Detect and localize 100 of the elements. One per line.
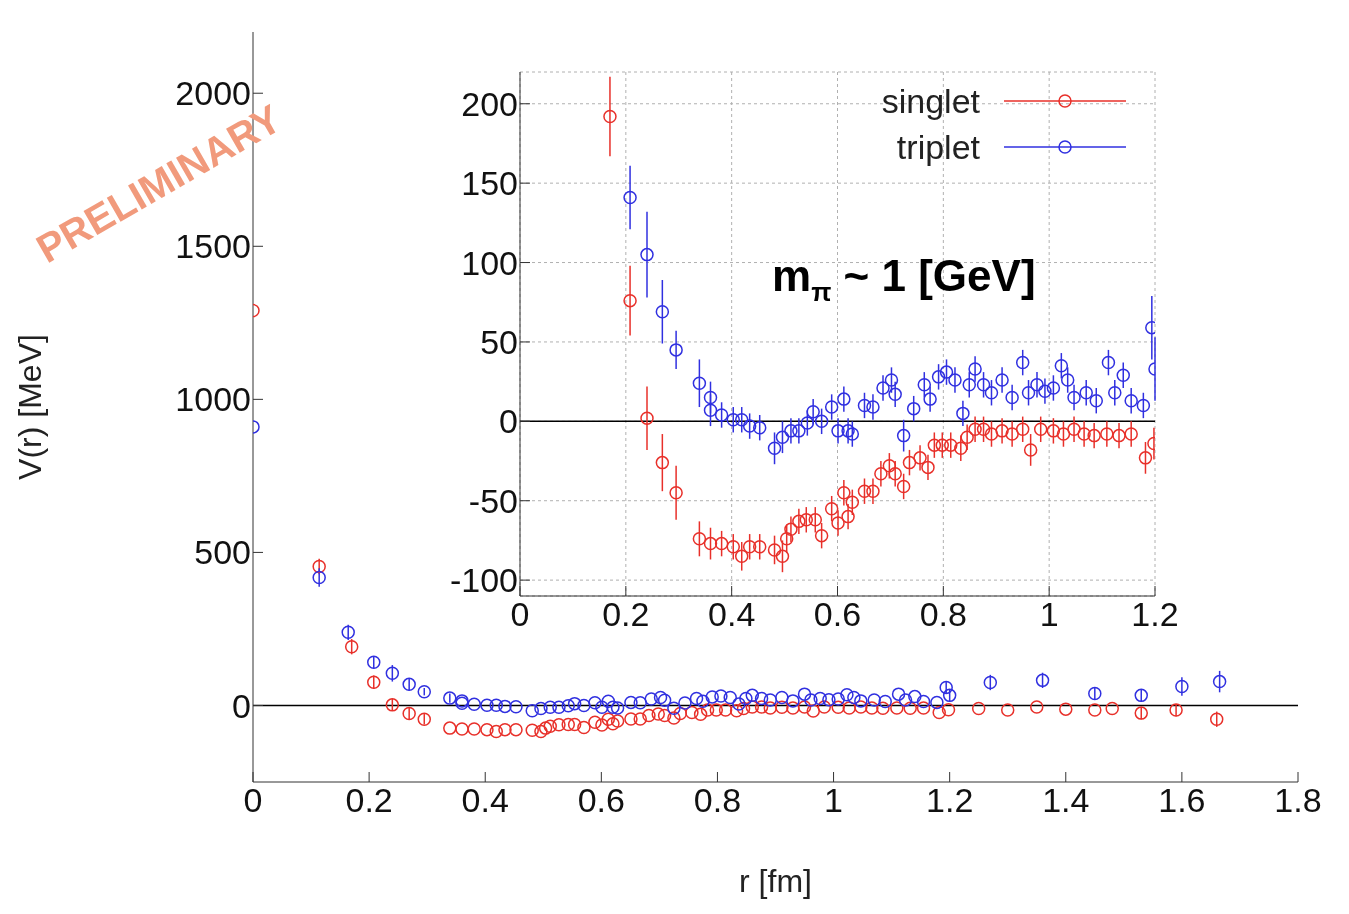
point bbox=[874, 466, 888, 481]
point bbox=[1046, 381, 1061, 395]
point bbox=[906, 401, 921, 416]
point bbox=[1124, 427, 1138, 441]
point bbox=[775, 430, 790, 444]
point bbox=[984, 427, 999, 441]
point bbox=[714, 408, 729, 422]
y-tick-label: 100 bbox=[461, 243, 518, 282]
point bbox=[1116, 368, 1130, 383]
point bbox=[1087, 428, 1101, 443]
point bbox=[968, 362, 982, 376]
y-tick-label: -100 bbox=[449, 561, 518, 600]
y-tick-label: 0 bbox=[232, 686, 251, 725]
point bbox=[1067, 390, 1081, 405]
point bbox=[703, 536, 718, 551]
point bbox=[767, 543, 782, 557]
point bbox=[742, 540, 757, 554]
point bbox=[896, 428, 911, 443]
x-tick-label: 0.8 bbox=[693, 781, 742, 820]
point bbox=[767, 441, 782, 456]
point bbox=[995, 373, 1009, 387]
x-tick-label: 1.4 bbox=[1042, 781, 1090, 820]
point bbox=[976, 378, 991, 392]
point bbox=[913, 451, 927, 465]
point bbox=[943, 438, 958, 452]
point bbox=[1046, 424, 1061, 438]
point bbox=[808, 513, 823, 527]
point bbox=[1005, 390, 1019, 405]
point bbox=[1079, 386, 1093, 400]
point bbox=[927, 438, 942, 452]
point bbox=[703, 390, 718, 405]
point bbox=[779, 532, 794, 546]
point bbox=[884, 373, 899, 387]
point bbox=[954, 441, 968, 456]
point bbox=[939, 365, 954, 379]
point bbox=[896, 479, 911, 494]
y-tick-label: 200 bbox=[461, 84, 518, 123]
point bbox=[784, 522, 798, 537]
point bbox=[1138, 451, 1153, 465]
point bbox=[726, 540, 740, 554]
point bbox=[1038, 384, 1052, 398]
x-tick-label: 1.2 bbox=[926, 781, 974, 820]
point bbox=[1023, 443, 1038, 457]
point bbox=[888, 387, 902, 402]
point bbox=[734, 413, 749, 427]
point bbox=[837, 486, 851, 500]
point bbox=[714, 536, 729, 551]
point bbox=[845, 427, 860, 441]
legend-label: singlet bbox=[881, 81, 980, 122]
y-tick-label: 2000 bbox=[175, 74, 251, 113]
point bbox=[976, 422, 991, 437]
point bbox=[1054, 359, 1069, 373]
x-tick-label: 1 bbox=[1039, 595, 1059, 634]
point bbox=[1015, 355, 1030, 370]
point bbox=[792, 514, 806, 529]
point bbox=[831, 424, 845, 438]
point bbox=[824, 400, 839, 414]
point bbox=[1033, 422, 1048, 437]
point bbox=[1005, 427, 1019, 441]
point bbox=[752, 540, 767, 554]
point bbox=[775, 549, 790, 564]
x-tick-label: 1.6 bbox=[1158, 781, 1206, 820]
point bbox=[792, 424, 806, 438]
point bbox=[1060, 373, 1075, 387]
point bbox=[866, 484, 880, 498]
point bbox=[640, 247, 654, 262]
point bbox=[623, 293, 637, 308]
point bbox=[857, 484, 872, 498]
point bbox=[841, 509, 855, 524]
x-tick-label: 1.8 bbox=[1274, 781, 1322, 820]
point bbox=[923, 392, 937, 406]
annotation: m$_{π}$ ~ 1 [GeV] bbox=[772, 251, 1036, 307]
point bbox=[837, 392, 851, 406]
y-tick-label: 50 bbox=[480, 323, 518, 362]
x-tick-label: 1.2 bbox=[1131, 595, 1179, 634]
point bbox=[1021, 386, 1036, 400]
point bbox=[752, 420, 767, 435]
point bbox=[623, 190, 637, 205]
x-tick-label: 0.4 bbox=[708, 595, 756, 634]
point bbox=[1101, 355, 1116, 370]
x-tick-label: 0.8 bbox=[919, 595, 967, 634]
point bbox=[1124, 393, 1138, 408]
point bbox=[669, 486, 683, 500]
x-tick-label: 0.2 bbox=[602, 595, 650, 634]
x-tick-label: 1 bbox=[824, 781, 844, 820]
point bbox=[866, 400, 880, 414]
point bbox=[1108, 386, 1122, 400]
y-axis-title: V(r) [MeV] bbox=[12, 334, 49, 480]
point bbox=[1100, 427, 1114, 441]
point bbox=[882, 459, 897, 473]
x-tick-label: 0.4 bbox=[461, 781, 509, 820]
point bbox=[669, 343, 683, 357]
y-tick-label: 0 bbox=[499, 402, 518, 441]
point bbox=[742, 419, 757, 433]
point bbox=[857, 398, 872, 413]
x-tick-label: 0.6 bbox=[577, 781, 625, 820]
point bbox=[703, 403, 718, 417]
point bbox=[1089, 393, 1104, 408]
y-tick-label: 500 bbox=[194, 533, 251, 572]
point bbox=[806, 405, 820, 419]
